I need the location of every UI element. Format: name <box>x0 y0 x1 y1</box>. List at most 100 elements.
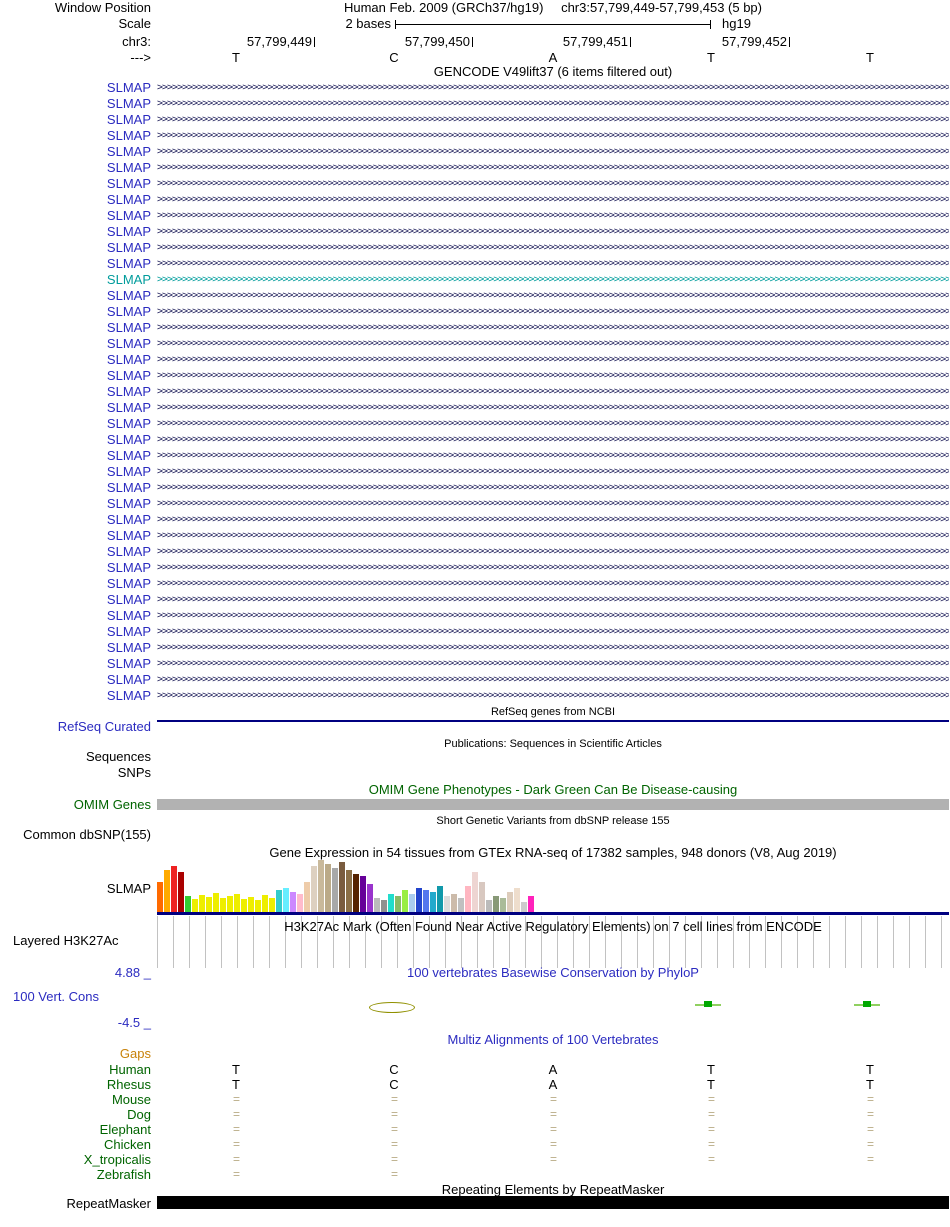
scale-bar <box>395 20 711 29</box>
coordinate-label: 57,799,449 <box>225 34 315 50</box>
gencode-gene-label[interactable]: SLMAP <box>106 352 151 367</box>
alignment-gap-mark: = <box>390 1122 398 1136</box>
reference-base: T <box>866 50 874 65</box>
alignment-base: A <box>548 1062 558 1077</box>
reference-base: C <box>389 50 399 65</box>
gencode-gene-label[interactable]: SLMAP <box>106 400 151 415</box>
alignment-gap-mark: = <box>232 1092 240 1106</box>
gtex-gene-label[interactable]: SLMAP <box>106 881 151 896</box>
gencode-gene-label[interactable]: SLMAP <box>106 192 151 207</box>
publications-sequences-label[interactable]: Sequences <box>85 749 151 764</box>
gencode-gene-label[interactable]: SLMAP <box>106 256 151 271</box>
gencode-gene-label[interactable]: SLMAP <box>106 368 151 383</box>
gtex-expression-bar <box>255 900 261 912</box>
gencode-gene-label[interactable]: SLMAP <box>106 576 151 591</box>
multiz-gaps-label[interactable]: Gaps <box>119 1046 151 1061</box>
coordinate-tick <box>314 37 315 47</box>
gencode-gene-label[interactable]: SLMAP <box>106 80 151 95</box>
gencode-gene-label[interactable]: SLMAP <box>106 144 151 159</box>
gencode-transcript-arrows: >>>>>>>>>>>>>>>>>>>>>>>>>>>>>>>>>>>>>>>>… <box>157 514 949 525</box>
multiz-species-label[interactable]: Rhesus <box>106 1077 151 1092</box>
gencode-gene-label[interactable]: SLMAP <box>106 672 151 687</box>
gencode-gene-label[interactable]: SLMAP <box>106 464 151 479</box>
gencode-gene-label[interactable]: SLMAP <box>106 656 151 671</box>
gencode-transcript-arrows: >>>>>>>>>>>>>>>>>>>>>>>>>>>>>>>>>>>>>>>>… <box>157 210 949 221</box>
h3k27ac-track-label[interactable]: Layered H3K27Ac <box>13 933 119 948</box>
phylop-track-label[interactable]: 100 Vert. Cons <box>13 989 99 1004</box>
omim-dense-bar <box>157 799 949 810</box>
gtex-expression-bar <box>353 874 359 912</box>
gtex-expression-bar <box>339 862 345 912</box>
gencode-gene-label[interactable]: SLMAP <box>106 320 151 335</box>
gencode-gene-label[interactable]: SLMAP <box>106 544 151 559</box>
gencode-gene-label[interactable]: SLMAP <box>106 688 151 703</box>
publications-snps-label[interactable]: SNPs <box>117 765 151 780</box>
multiz-species-label[interactable]: X_tropicalis <box>83 1152 151 1167</box>
gtex-expression-bar <box>416 888 422 912</box>
gencode-transcript-arrows: >>>>>>>>>>>>>>>>>>>>>>>>>>>>>>>>>>>>>>>>… <box>157 658 949 669</box>
refseq-track-label[interactable]: RefSeq Curated <box>57 719 151 734</box>
gencode-gene-label[interactable]: SLMAP <box>106 512 151 527</box>
gencode-gene-label[interactable]: SLMAP <box>106 608 151 623</box>
gtex-expression-bar <box>444 896 450 912</box>
gencode-transcript-arrows: >>>>>>>>>>>>>>>>>>>>>>>>>>>>>>>>>>>>>>>>… <box>157 370 949 381</box>
gtex-expression-bar <box>248 897 254 912</box>
omim-track-label[interactable]: OMIM Genes <box>73 797 151 812</box>
phylop-track-title: 100 vertebrates Basewise Conservation by… <box>407 965 699 980</box>
dbsnp-track-label[interactable]: Common dbSNP(155) <box>23 827 151 842</box>
repeatmasker-track-label[interactable]: RepeatMasker <box>66 1196 151 1211</box>
gencode-gene-label[interactable]: SLMAP <box>106 112 151 127</box>
gencode-gene-label[interactable]: SLMAP <box>106 128 151 143</box>
gencode-gene-label[interactable]: SLMAP <box>106 480 151 495</box>
gencode-gene-label[interactable]: SLMAP <box>106 304 151 319</box>
gencode-gene-label[interactable]: SLMAP <box>106 560 151 575</box>
gencode-gene-label[interactable]: SLMAP <box>106 336 151 351</box>
publications-track-title: Publications: Sequences in Scientific Ar… <box>444 738 662 750</box>
gencode-transcript-arrows: >>>>>>>>>>>>>>>>>>>>>>>>>>>>>>>>>>>>>>>>… <box>157 354 949 365</box>
gencode-transcript-arrows: >>>>>>>>>>>>>>>>>>>>>>>>>>>>>>>>>>>>>>>>… <box>157 466 949 477</box>
refseq-track-title: RefSeq genes from NCBI <box>490 706 616 718</box>
multiz-species-label[interactable]: Zebrafish <box>96 1167 151 1182</box>
repeatmasker-track-title: Repeating Elements by RepeatMasker <box>441 1182 665 1197</box>
gencode-transcript-arrows: >>>>>>>>>>>>>>>>>>>>>>>>>>>>>>>>>>>>>>>>… <box>157 418 949 429</box>
gencode-track-title: GENCODE V49lift37 (6 items filtered out) <box>433 64 673 79</box>
gencode-gene-label[interactable]: SLMAP <box>106 96 151 111</box>
gtex-expression-bar <box>423 890 429 912</box>
gencode-transcript-arrows: >>>>>>>>>>>>>>>>>>>>>>>>>>>>>>>>>>>>>>>>… <box>157 626 949 637</box>
gtex-expression-bar <box>318 860 324 912</box>
gencode-gene-label[interactable]: SLMAP <box>106 496 151 511</box>
multiz-species-label[interactable]: Chicken <box>104 1137 151 1152</box>
multiz-species-label[interactable]: Elephant <box>99 1122 151 1137</box>
gencode-gene-label[interactable]: SLMAP <box>106 416 151 431</box>
gencode-gene-label[interactable]: SLMAP <box>106 224 151 239</box>
gencode-gene-label[interactable]: SLMAP <box>106 240 151 255</box>
gencode-gene-label[interactable]: SLMAP <box>106 448 151 463</box>
gencode-gene-label[interactable]: SLMAP <box>106 288 151 303</box>
gencode-transcript-arrows: >>>>>>>>>>>>>>>>>>>>>>>>>>>>>>>>>>>>>>>>… <box>157 258 949 269</box>
multiz-species-label[interactable]: Human <box>109 1062 151 1077</box>
gtex-expression-bar <box>199 895 205 912</box>
gencode-gene-label[interactable]: SLMAP <box>106 272 151 287</box>
gencode-transcript-arrows: >>>>>>>>>>>>>>>>>>>>>>>>>>>>>>>>>>>>>>>>… <box>157 290 949 301</box>
gtex-expression-bar <box>437 886 443 912</box>
gtex-expression-bar <box>402 890 408 912</box>
alignment-gap-mark: = <box>390 1092 398 1106</box>
gencode-gene-label[interactable]: SLMAP <box>106 528 151 543</box>
gencode-gene-label[interactable]: SLMAP <box>106 208 151 223</box>
gencode-gene-label[interactable]: SLMAP <box>106 624 151 639</box>
gencode-gene-label[interactable]: SLMAP <box>106 160 151 175</box>
gencode-transcript-arrows: >>>>>>>>>>>>>>>>>>>>>>>>>>>>>>>>>>>>>>>>… <box>157 82 949 93</box>
gtex-expression-bar <box>283 888 289 912</box>
gencode-gene-label[interactable]: SLMAP <box>106 592 151 607</box>
gencode-gene-label[interactable]: SLMAP <box>106 176 151 191</box>
alignment-gap-mark: = <box>707 1122 715 1136</box>
gencode-gene-label[interactable]: SLMAP <box>106 384 151 399</box>
gencode-transcript-arrows: >>>>>>>>>>>>>>>>>>>>>>>>>>>>>>>>>>>>>>>>… <box>157 594 949 605</box>
multiz-species-label[interactable]: Dog <box>127 1107 151 1122</box>
gencode-gene-label[interactable]: SLMAP <box>106 640 151 655</box>
gencode-gene-label[interactable]: SLMAP <box>106 432 151 447</box>
coordinate-tick <box>630 37 631 47</box>
gtex-expression-bar <box>213 893 219 912</box>
gtex-expression-bar <box>290 892 296 912</box>
multiz-species-label[interactable]: Mouse <box>111 1092 151 1107</box>
